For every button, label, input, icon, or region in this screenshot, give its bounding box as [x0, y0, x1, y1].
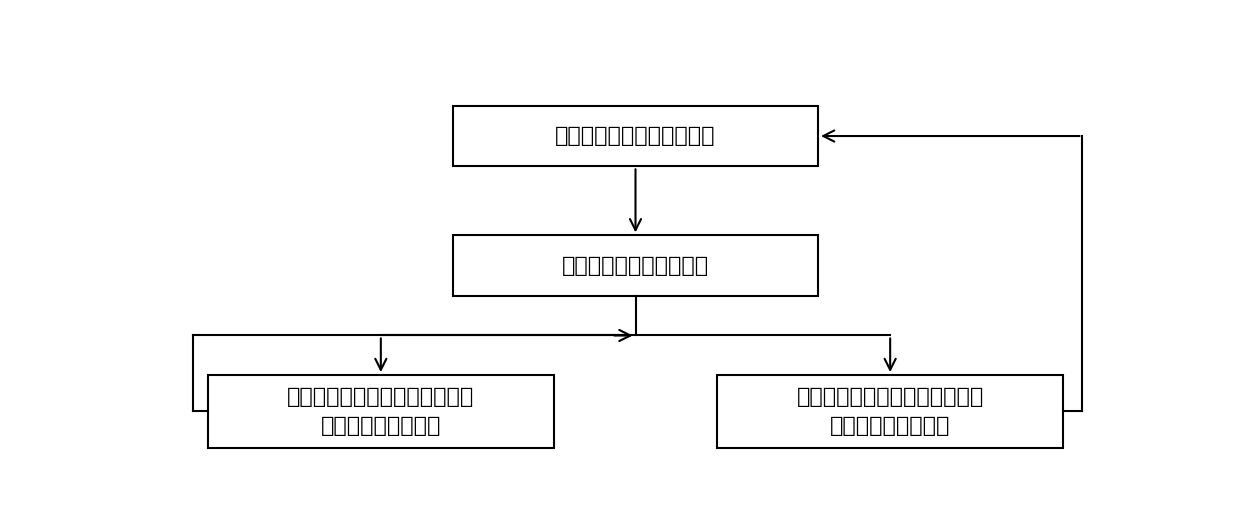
Bar: [717, 375, 1063, 448]
Bar: [208, 375, 554, 448]
Text: 当所述水泥试件的温度超过第一
预定値时，暂停加热: 当所述水泥试件的温度超过第一 预定値时，暂停加热: [288, 387, 475, 436]
Bar: [453, 106, 818, 166]
Text: 对水泥试件进行温度测量: 对水泥试件进行温度测量: [562, 256, 709, 276]
Text: 当所述水泥试件的温度低于第二
预定値时，继续加热: 当所述水泥试件的温度低于第二 预定値时，继续加热: [796, 387, 983, 436]
Bar: [453, 235, 818, 296]
Text: 用微波对水泥试件进行加热: 用微波对水泥试件进行加热: [556, 126, 715, 146]
